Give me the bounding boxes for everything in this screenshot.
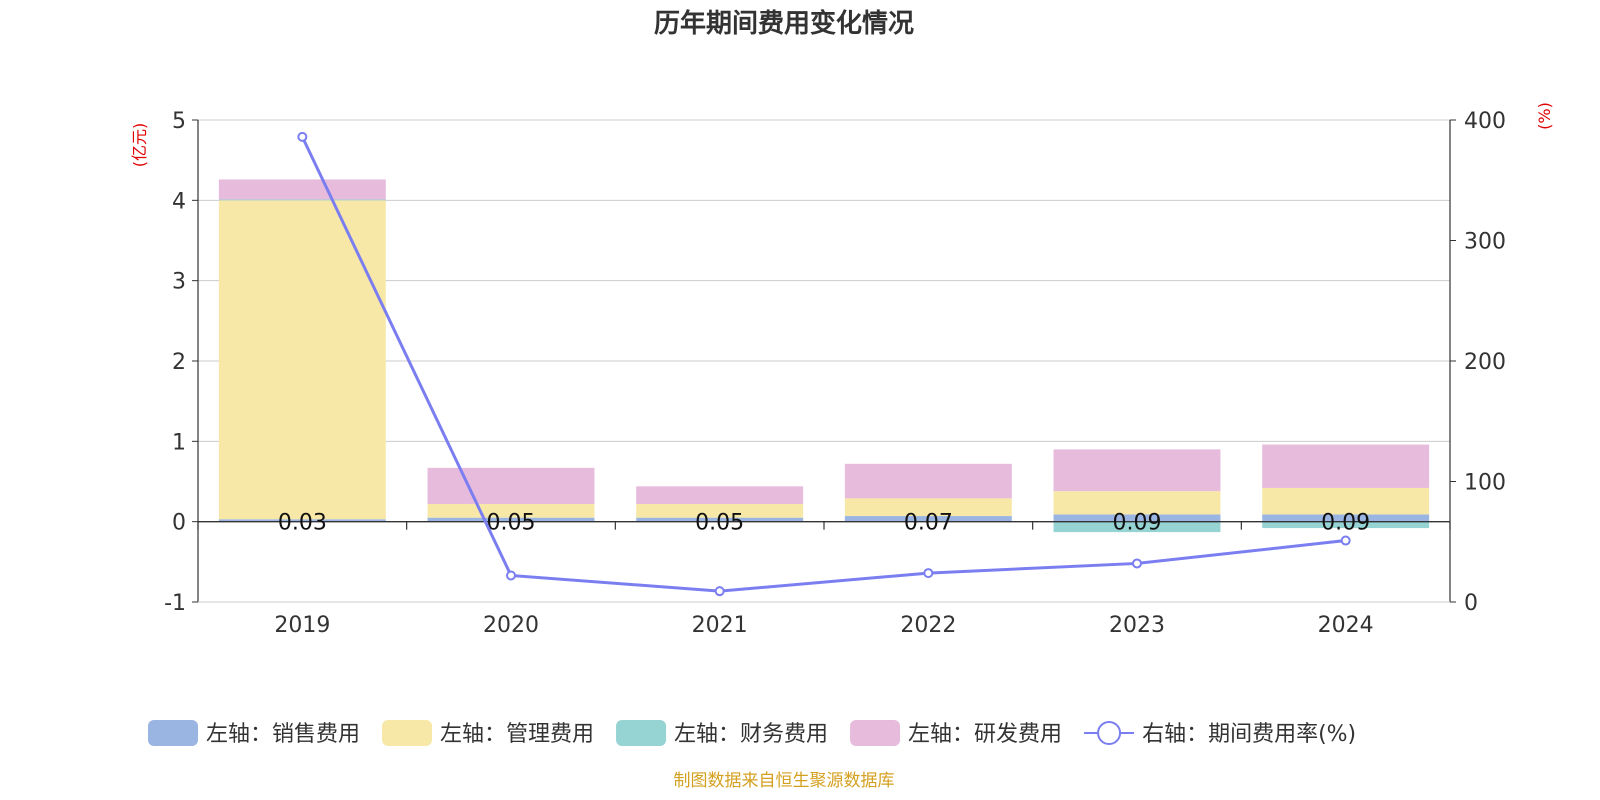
bar-segment [636,503,804,518]
bar-segment [218,200,386,520]
bar-segment [1053,491,1221,515]
bar-segment [1262,521,1430,529]
bar-segment [844,463,1012,499]
category-label: 2022 [900,613,956,638]
bar-segment [218,199,386,201]
category-label: 2021 [692,613,748,638]
rate-point [297,131,308,142]
bar-value-label: 0.05 [487,511,536,536]
rate-point [714,586,725,597]
bar-segment [218,519,386,522]
category-label: 2019 [274,613,330,638]
legend-label: 左轴：财务费用 [674,722,828,747]
right-tick-label: 400 [1464,109,1506,134]
bar-segment [427,467,595,504]
chart-title: 历年期间费用变化情况 [654,8,914,39]
rate-line [300,136,1346,593]
legend-label: 左轴：管理费用 [440,722,594,747]
rate-point [1340,535,1351,546]
bar-segment [427,503,595,518]
rate-line-layer [297,131,1351,597]
left-tick-label: 3 [172,270,186,295]
bar-segment [1262,514,1430,522]
bar-value-label: 0.09 [1113,511,1162,536]
left-tick-label: -1 [164,591,186,616]
bar-segment [1262,444,1430,488]
left-tick-label: 1 [172,430,186,455]
legend-label: 左轴：销售费用 [206,722,360,747]
axes: -1 0 1 2 3 4 5 0 100 200 300 400 2019 2020 2021 2022 202… [164,109,1506,638]
rate-point [506,570,516,581]
bar-segment [218,179,386,200]
legend-label: 右轴：期间费用率(%) [1142,722,1356,747]
legend-swatch [382,720,433,746]
right-tick-label: 300 [1464,230,1506,255]
bar-value-label: 0.03 [278,511,327,536]
legend: 左轴：销售费用 左轴：管理费用 左轴：财务费用 左轴：研发费用 右轴：期间费用率(%) [148,720,1356,747]
bar-segment [1053,514,1221,522]
right-axis-unit: (%) [1535,102,1554,130]
bar-segment [844,498,1012,517]
bar-segment [1262,487,1430,515]
bar-value-label: 0.05 [695,511,744,536]
bar-label-layer: 0.03 0.05 0.05 0.07 0.09 0.09 [278,511,1370,536]
category-label: 2023 [1109,613,1165,638]
bar-segment [636,517,804,522]
rate-point [923,568,934,579]
legend-swatch [850,720,901,746]
bar-segment [1053,521,1221,533]
left-tick-label: 5 [172,109,186,134]
bar-segment [636,486,804,504]
legend-swatch [148,720,198,746]
bar-segment [844,516,1012,522]
right-tick-label: 200 [1464,350,1506,375]
left-tick-label: 4 [172,189,186,214]
legend-marker [1097,721,1122,745]
right-tick-label: 100 [1464,471,1506,496]
category-label: 2024 [1318,613,1374,638]
right-tick-label: 0 [1464,591,1478,616]
data-source-note: 制图数据来自恒生聚源数据库 [674,771,895,791]
bar-layer [218,179,1430,533]
bar-segment [427,517,595,522]
bar-segment [1053,449,1221,492]
bar-value-label: 0.09 [1321,511,1370,536]
left-tick-label: 2 [172,350,186,375]
legend-label: 左轴：研发费用 [908,722,1062,747]
rate-point [1132,558,1142,569]
category-label: 2020 [483,613,539,638]
left-axis-unit: (亿元) [130,123,149,168]
legend-swatch [616,720,667,746]
left-tick-label: 0 [172,511,186,536]
bar-value-label: 0.07 [904,511,953,536]
